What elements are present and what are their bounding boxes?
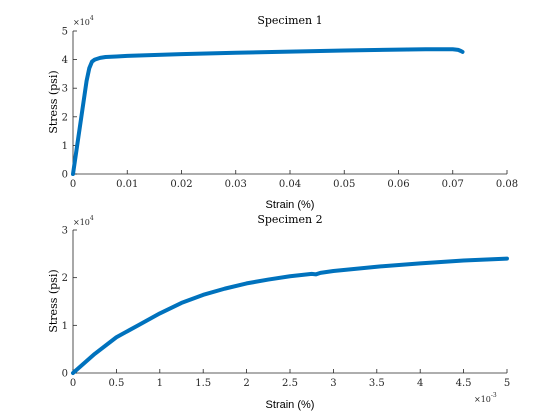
subplot-1-x-tick-label: 0 xyxy=(70,179,76,190)
subplot-1-y-tick-label: 1 xyxy=(62,141,68,152)
subplot-1-x-tick-label: 0.04 xyxy=(279,179,301,190)
subplot-2-x-tick-label: 3.5 xyxy=(369,378,385,389)
subplot-2-x-tick-label: 1 xyxy=(157,378,163,389)
subplot-1-y-exponent: ×104 xyxy=(73,15,94,27)
subplot-1-x-tick-label: 0.01 xyxy=(116,179,138,190)
subplot-2-x-tick-label: 2.5 xyxy=(282,378,298,389)
subplot-2-x-tick-label: 1.5 xyxy=(195,378,211,389)
subplot-2-x-tick-label: 3 xyxy=(330,378,336,389)
subplot-2-title: Specimen 2 xyxy=(257,213,322,226)
subplot-1-y-tick-label: 4 xyxy=(62,55,68,66)
subplot-2-x-tick-label: 0 xyxy=(70,378,76,389)
subplot-2-y-exponent-base: ×10 xyxy=(73,218,90,227)
subplot-2-x-tick-label: 4.5 xyxy=(456,378,472,389)
subplot-1-x-tick-label: 0.02 xyxy=(170,179,192,190)
subplot-2-x-tick-label: 5 xyxy=(504,378,510,389)
subplot-2-y-tick-label: 2 xyxy=(62,273,68,284)
subplot-2-x-axis-label: Strain (%) xyxy=(266,399,315,411)
subplot-1-y-tick-label: 5 xyxy=(62,27,68,38)
subplot-2-series-line xyxy=(71,256,509,375)
subplot-2-x-exponent: ×10-3 xyxy=(474,392,497,404)
subplot-1-y-exponent-power: 4 xyxy=(90,15,94,22)
subplot-2-y-axis-label: Stress (psi) xyxy=(47,269,60,332)
subplot-1-y-tick-label: 0 xyxy=(62,170,68,181)
subplot-2-y-tick-label: 1 xyxy=(62,321,68,332)
subplot-2-x-tick-label: 2 xyxy=(243,378,249,389)
subplot-1-y-tick-label: 3 xyxy=(62,84,68,95)
subplot-1-y-axis-label: Stress (psi) xyxy=(47,70,60,133)
subplot-specimen-2: Specimen 2 Strain (%) Stress (psi) ×104 … xyxy=(47,213,510,411)
subplot-1-x-tick-label: 0.07 xyxy=(442,179,464,190)
subplot-2-x-exponent-power: -3 xyxy=(491,392,497,399)
subplot-2-y-tick-label: 0 xyxy=(62,369,68,380)
subplot-2-y-exponent: ×104 xyxy=(73,215,94,227)
subplot-1-x-tick-label: 0.05 xyxy=(333,179,355,190)
subplot-1-x-axis-label: Strain (%) xyxy=(266,199,315,211)
subplot-2-x-tick-label: 4 xyxy=(417,378,423,389)
subplot-1-x-tick-label: 0.06 xyxy=(387,179,409,190)
subplot-1-series-line xyxy=(71,47,465,176)
subplot-2-y-tick-label: 3 xyxy=(62,226,68,237)
subplot-1-x-tick-label: 0.08 xyxy=(496,179,518,190)
subplot-1-title: Specimen 1 xyxy=(257,14,322,27)
subplot-2-x-exponent-base: ×10 xyxy=(474,395,491,404)
subplot-1-y-exponent-base: ×10 xyxy=(73,18,90,27)
subplot-specimen-1: Specimen 1 Strain (%) Stress (psi) ×104 … xyxy=(47,14,518,211)
subplot-1-x-tick-label: 0.03 xyxy=(225,179,247,190)
subplot-1-y-tick-label: 2 xyxy=(62,112,68,123)
subplot-2-y-exponent-power: 4 xyxy=(90,215,94,222)
subplot-2-x-tick-label: 0.5 xyxy=(108,378,124,389)
